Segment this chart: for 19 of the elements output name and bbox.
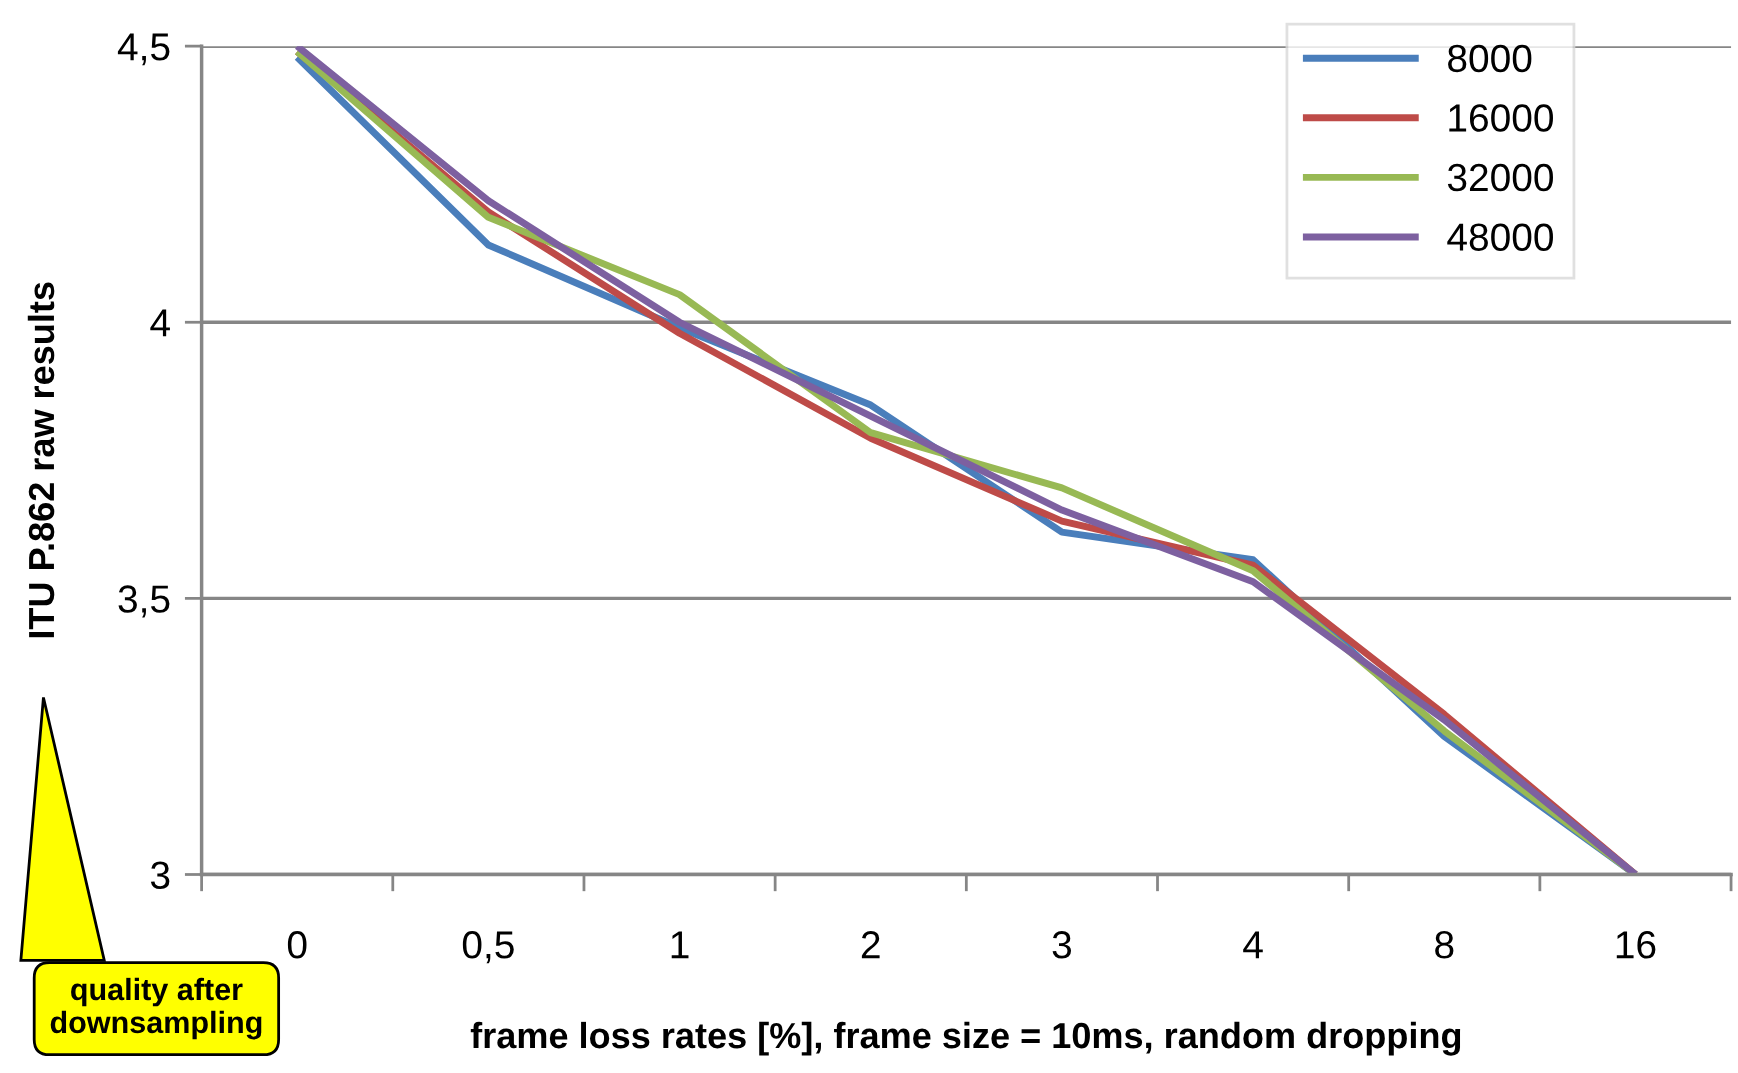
text: quality after downsampling [50, 977, 262, 1040]
x-tick-label: 16 [1616, 931, 1656, 959]
x-tick-label: 8 [1435, 931, 1454, 959]
legend-label: 32000 [1447, 163, 1553, 192]
x-tick-label: 0 [287, 931, 307, 959]
legend-label: 16000 [1449, 104, 1553, 132]
legend-label: 8000 [1448, 44, 1532, 73]
x-axis-title: frame loss rates [%], frame size = 10ms, random dropping [470, 1021, 1461, 1056]
y-tick-label: 4,5 [117, 33, 170, 66]
x-tick-label: 2 [861, 931, 880, 959]
x-tick-label: 4 [1243, 931, 1263, 959]
x-tick-label: 1 [671, 931, 689, 959]
y-tick-label: 3 [150, 861, 170, 889]
legend-label: 48000 [1447, 223, 1553, 251]
y-tick-label: 3,5 [118, 585, 170, 618]
y-tick-label: 4 [150, 309, 170, 337]
x-tick-label: 3 [1052, 931, 1072, 959]
x-tick-label: 0,5 [462, 931, 514, 964]
y-axis-title: ITU P.862 raw results [27, 282, 55, 638]
